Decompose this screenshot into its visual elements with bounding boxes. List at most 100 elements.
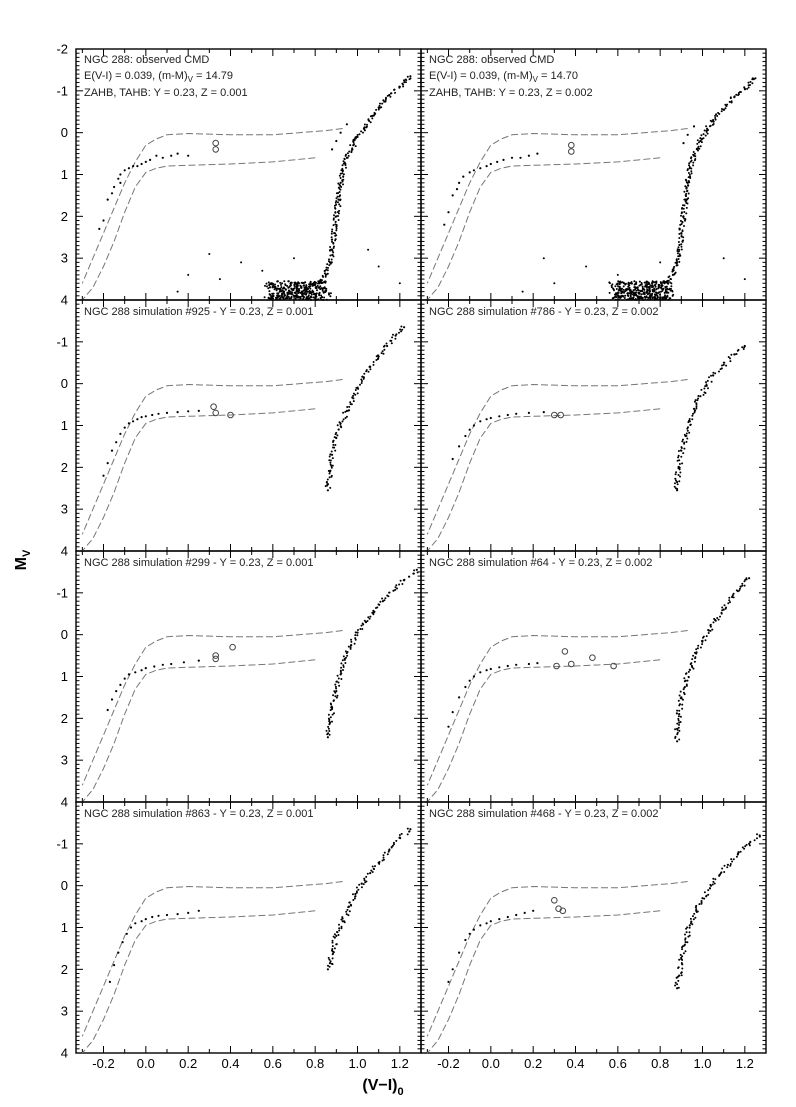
rgb-star — [702, 133, 705, 136]
rgb-star — [342, 173, 345, 176]
rgb-star — [675, 264, 678, 267]
rgb-star — [712, 120, 715, 123]
turnoff-star — [620, 281, 622, 284]
rgb-star — [705, 895, 708, 898]
rgb-star — [676, 740, 679, 743]
rgb-star — [393, 843, 395, 846]
rgb-star — [684, 950, 687, 953]
turnoff-star — [281, 289, 284, 292]
panel-frame — [75, 801, 422, 1054]
rgb-star — [340, 426, 343, 429]
hb-star — [157, 914, 160, 917]
hb-star — [151, 413, 154, 417]
rgb-star — [340, 186, 343, 188]
rgb-star — [331, 720, 333, 723]
rgb-star — [714, 117, 717, 119]
rgb-star — [680, 696, 683, 699]
turnoff-star — [643, 281, 646, 284]
turnoff-star — [628, 297, 631, 300]
y-tick-label: -1 — [56, 83, 68, 98]
panel-frame — [420, 801, 767, 1054]
rgb-star — [332, 443, 335, 446]
x-tick-label: 0.2 — [179, 1056, 197, 1071]
rgb-star — [739, 91, 742, 93]
hb-star — [106, 198, 109, 201]
rgb-star — [748, 844, 751, 847]
panel-ticks — [76, 550, 422, 802]
rgb-star — [677, 241, 680, 243]
variable-star — [210, 403, 217, 411]
hb-star — [523, 911, 526, 915]
variable-star — [568, 660, 575, 668]
rgb-star — [350, 904, 353, 907]
rgb-star — [739, 850, 742, 853]
turnoff-star — [618, 280, 621, 283]
rgb-star — [723, 864, 726, 867]
rgb-star — [689, 160, 692, 163]
rgb-star — [339, 199, 342, 202]
rgb-star — [360, 624, 363, 627]
turnoff-star — [626, 292, 629, 294]
rgb-star — [352, 397, 355, 400]
rgb-star — [726, 863, 730, 866]
rgb-star — [373, 868, 375, 871]
turnoff-star — [318, 291, 321, 294]
turnoff-star — [632, 296, 635, 299]
rgb-star — [678, 468, 681, 471]
rgb-star — [353, 642, 356, 645]
turnoff-star — [624, 290, 627, 293]
rgb-star — [748, 842, 751, 845]
rgb-star — [673, 485, 676, 488]
turnoff-star — [608, 281, 611, 284]
rgb-star — [340, 927, 343, 930]
variable-stars — [551, 411, 565, 419]
rgb-star — [688, 418, 691, 420]
field-star — [176, 290, 179, 293]
rgb-star — [337, 219, 340, 221]
hb-star — [527, 411, 531, 414]
hb-star — [451, 711, 454, 714]
turnoff-star — [666, 288, 669, 291]
reddening-text: E(V-I) = 0.039, (m-M) — [84, 70, 188, 82]
turnoff-star — [283, 280, 286, 283]
rgb-star — [743, 580, 746, 583]
rgb-star — [684, 937, 687, 940]
hb-star — [451, 968, 454, 971]
rgb-star — [403, 326, 406, 329]
tahb-curve — [426, 630, 688, 786]
rgb-star — [331, 254, 334, 256]
rgb-star — [674, 984, 677, 987]
variable-star — [229, 643, 236, 651]
tahb-curve — [426, 128, 688, 284]
hb-star — [485, 418, 488, 421]
rgb-star — [398, 583, 401, 586]
turnoff-star — [272, 297, 274, 300]
rgb-star — [692, 918, 695, 921]
hb-star — [443, 223, 446, 226]
turnoff-star — [319, 285, 322, 288]
turnoff-star — [610, 286, 613, 289]
turnoff-star — [329, 292, 332, 295]
hb-star — [447, 725, 450, 728]
rgb-star — [369, 365, 372, 368]
rgb-star — [335, 225, 338, 228]
rgb-star — [328, 470, 332, 473]
field-star — [722, 257, 725, 260]
rgb-star — [714, 114, 717, 117]
turnoff-star — [316, 289, 318, 292]
hb-star — [149, 158, 152, 161]
turnoff-star — [655, 291, 657, 294]
rgb-star — [350, 638, 353, 641]
rgb-star — [682, 438, 684, 441]
rgb-star — [340, 666, 343, 669]
rgb-star — [359, 383, 361, 386]
rgb-star — [717, 111, 720, 114]
turnoff-star — [321, 296, 323, 299]
turnoff-star — [634, 288, 637, 291]
rgb-star — [331, 945, 334, 948]
turnoff-star — [664, 285, 667, 288]
rgb-star — [377, 357, 380, 360]
rgb-star — [701, 897, 704, 900]
rgb-star — [345, 166, 347, 169]
rgb-star — [394, 334, 397, 337]
